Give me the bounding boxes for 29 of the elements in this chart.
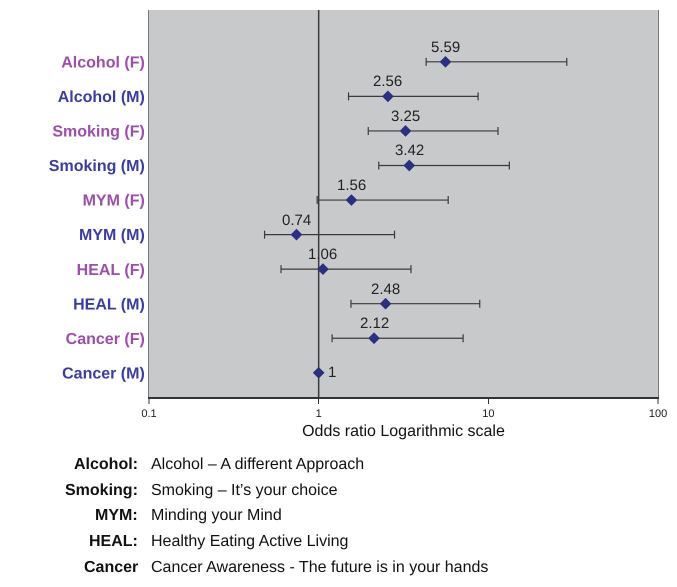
text: MYM: Minding your Mind bbox=[95, 507, 282, 524]
data-label: 3.25 bbox=[391, 108, 420, 125]
data-label: 2.12 bbox=[360, 315, 390, 332]
data-label: 1 bbox=[328, 364, 336, 381]
y-tick-label: Smoking (M) bbox=[48, 158, 145, 176]
text: Alcohol: Alcohol – A different Approach bbox=[74, 456, 364, 473]
y-tick-label: MYM (M) bbox=[79, 227, 145, 244]
y-tick-label: Cancer (F) bbox=[66, 330, 145, 348]
y-tick-label: Alcohol (F) bbox=[61, 54, 145, 72]
data-label: 1.56 bbox=[337, 177, 366, 194]
x-tick-label: 10 bbox=[482, 408, 494, 420]
y-tick-label: Cancer (M) bbox=[62, 365, 145, 382]
text: HEAL: Healthy Eating Active Living bbox=[89, 533, 348, 550]
y-tick-label: HEAL (F) bbox=[76, 262, 145, 279]
data-label: 5.59 bbox=[431, 39, 460, 56]
y-tick-label: MYM (F) bbox=[82, 192, 145, 210]
y-tick-label: Alcohol (M) bbox=[58, 88, 145, 106]
x-tick-label: 0.1 bbox=[141, 408, 157, 420]
x-axis-title: Odds ratio Logarithmic scale bbox=[302, 423, 505, 440]
data-label: 0.74 bbox=[282, 212, 312, 229]
x-tick-label: 100 bbox=[648, 408, 668, 420]
text: Cancer Cancer Awareness - The future is in your hands bbox=[84, 559, 488, 576]
data-label: 2.48 bbox=[371, 281, 400, 298]
text: Smoking: Smoking – It’s your choice bbox=[65, 482, 338, 499]
y-tick-label: HEAL (M) bbox=[73, 296, 145, 314]
x-tick-label: 1 bbox=[316, 408, 322, 420]
data-label: 3.42 bbox=[395, 142, 424, 159]
y-tick-label: Smoking (F) bbox=[52, 124, 145, 141]
data-label: 2.56 bbox=[373, 73, 402, 90]
